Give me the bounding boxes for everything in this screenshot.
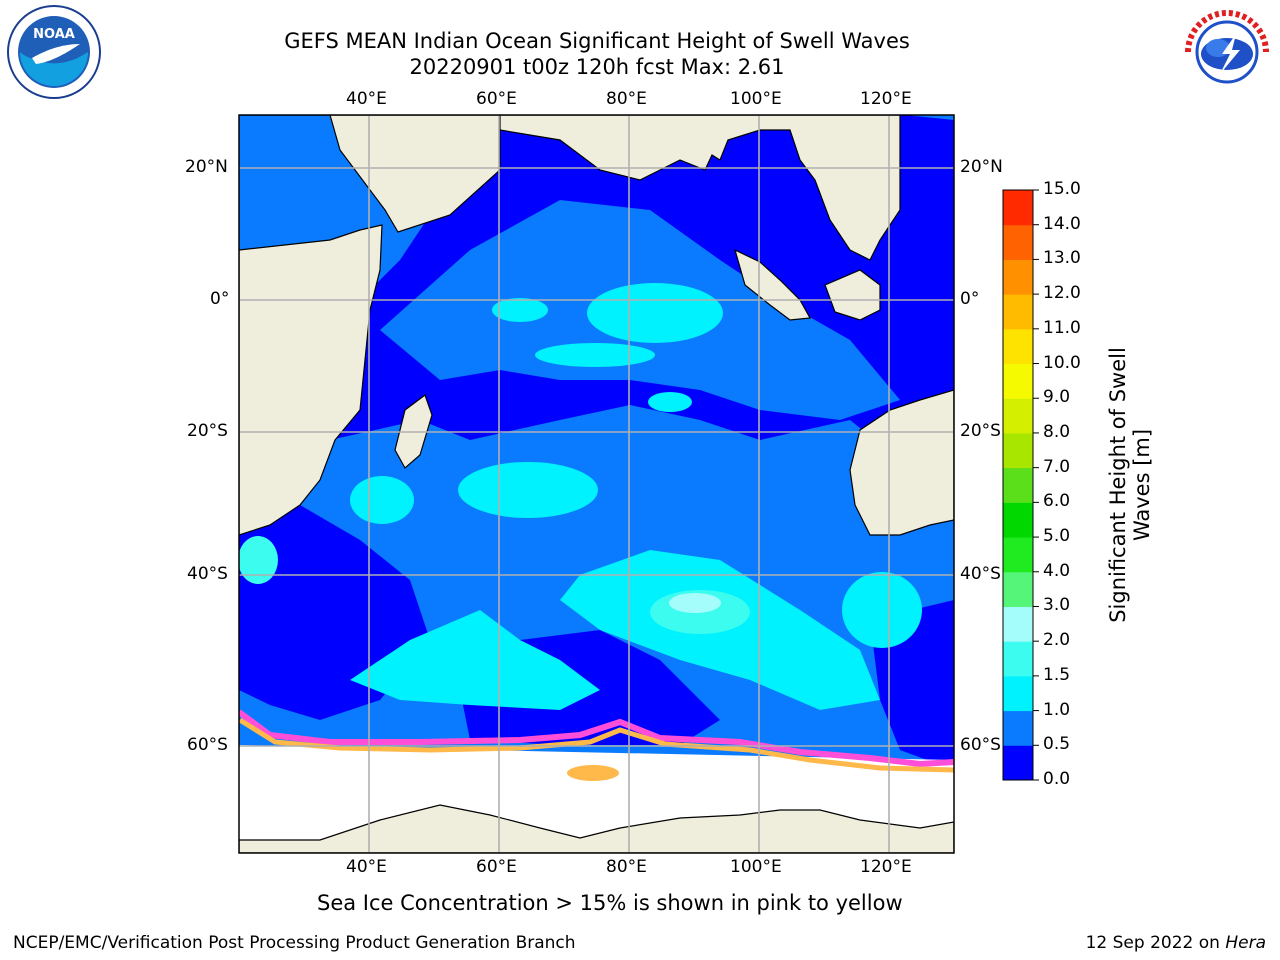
lon-tick-bottom-60e: 60°E (476, 857, 517, 877)
colorbar-frame (1002, 189, 1034, 781)
colorbar-tick-label: 1.5 (1043, 664, 1071, 685)
lat-tick-left-0: 0° (210, 289, 230, 309)
lon-tick-top-120e: 120°E (860, 89, 912, 109)
colorbar-swatch-3p0 (1003, 571, 1033, 607)
colorbar-tick-label: 0.0 (1043, 769, 1071, 789)
national-weather-service-logo (1178, 4, 1276, 100)
colorbar-tick-label: 1.0 (1043, 699, 1071, 720)
chart-subtitle: 20220901 t00z 120h fcst Max: 2.61 (409, 55, 785, 79)
lon-tick-top-80e: 80°E (606, 89, 647, 109)
swell-high-midlat-2 (350, 476, 414, 524)
lat-tick-right-40s: 40°S (960, 564, 1001, 584)
colorbar-tick-label: 11.0 (1043, 317, 1081, 338)
map-frame (238, 114, 955, 854)
colorbar-swatch-6p0 (1003, 467, 1033, 503)
noaa-logo-icon: NOAA (7, 5, 101, 99)
land-south-asia (499, 115, 901, 261)
colorbar-tick-label: 13.0 (1043, 248, 1081, 269)
colorbar-swatch-14p0 (1003, 190, 1033, 226)
colorbar-swatch-7p0 (1003, 432, 1033, 469)
colorbar-label-line2: Waves [m] (1130, 428, 1154, 542)
lat-tick-right-20n: 20°N (960, 157, 1003, 177)
colorbar-swatch-0p5 (1003, 710, 1033, 746)
lon-tick-top-60e: 60°E (476, 89, 517, 109)
colorbar-tick-label: 3.0 (1043, 595, 1071, 616)
footer-date: 12 Sep 2022 on Hera (1086, 933, 1266, 953)
colorbar-swatch-4p0 (1003, 537, 1033, 573)
colorbar-tick-label: 15.0 (1043, 179, 1081, 199)
graticule (239, 115, 954, 853)
colorbar-label: Significant Height of Swell Waves [m] (1106, 347, 1154, 623)
lat-tick-left-40s: 40°S (187, 564, 228, 584)
swell-high-southeast (842, 572, 922, 648)
swell-high-southwest (350, 610, 600, 710)
colorbar-tick-label: 7.0 (1043, 456, 1071, 477)
nws-logo-icon (1181, 6, 1273, 98)
lat-tick-right-20s: 20°S (960, 421, 1001, 441)
colorbar-tick-label: 4.0 (1043, 560, 1071, 581)
swell-high-west-edge (239, 536, 278, 584)
colorbar-tick-label: 5.0 (1043, 526, 1071, 547)
swell-high-patch-2 (535, 343, 655, 367)
footer-date-text: 12 Sep 2022 on (1085, 933, 1226, 953)
noaa-logo: NOAA (6, 4, 102, 100)
swell-high-patch-3 (648, 392, 692, 412)
colorbar-tick-label: 12.0 (1043, 283, 1081, 304)
lat-tick-left-20s: 20°S (187, 421, 228, 441)
map-area (239, 115, 954, 853)
colorbar-swatch-5p0 (1003, 502, 1033, 538)
colorbar-swatch-8p0 (1003, 398, 1033, 434)
colorbar-tick-label: 2.0 (1043, 630, 1071, 651)
colorbar-swatch-9p0 (1003, 363, 1033, 399)
swell-2p0-core (669, 593, 721, 613)
lon-tick-top-100e: 100°E (730, 89, 782, 109)
footer-host: Hera (1225, 933, 1266, 953)
colorbar (1003, 189, 1039, 781)
colorbar-tick-label: 6.0 (1043, 491, 1071, 512)
land-australia (849, 389, 954, 536)
colorbar-swatch-11p0 (1003, 294, 1033, 330)
svg-text:NOAA: NOAA (33, 27, 75, 42)
chart-title: GEFS MEAN Indian Ocean Significant Heigh… (284, 29, 910, 53)
lon-tick-bottom-120e: 120°E (860, 857, 912, 877)
colorbar-tick-label: 8.0 (1043, 421, 1071, 442)
colorbar-swatch-1p5 (1003, 641, 1033, 677)
colorbar-swatch-2p0 (1003, 606, 1033, 642)
lat-tick-right-60s: 60°S (960, 735, 1001, 755)
sea-ice-patch (567, 765, 619, 781)
lat-tick-left-60s: 60°S (187, 735, 228, 755)
lon-tick-bottom-80e: 80°E (606, 857, 647, 877)
colorbar-swatch-12p0 (1003, 259, 1033, 295)
colorbar-swatch-10p0 (1003, 328, 1033, 365)
colorbar-tick-label: 0.5 (1043, 734, 1071, 755)
colorbar-tick-label: 10.0 (1043, 352, 1081, 373)
sea-ice-edge-pink (239, 709, 954, 768)
sea-ice-note: Sea Ice Concentration > 15% is shown in … (317, 891, 903, 915)
colorbar-swatch-0p0 (1003, 745, 1033, 781)
colorbar-swatch-13p0 (1003, 224, 1033, 260)
footer-credit: NCEP/EMC/Verification Post Processing Pr… (13, 933, 576, 953)
land-antarctica (239, 804, 954, 853)
swell-high-patch-1 (492, 298, 548, 322)
lon-tick-bottom-100e: 100°E (730, 857, 782, 877)
sea-ice-edge-yellow (239, 717, 954, 773)
land-borneo (824, 269, 881, 321)
colorbar-swatch-1p0 (1003, 675, 1033, 712)
lon-tick-top-40e: 40°E (346, 89, 387, 109)
lat-tick-right-0: 0° (960, 289, 980, 309)
colorbar-tick-label: 14.0 (1043, 213, 1081, 234)
swell-high-equatorial (587, 283, 723, 343)
lat-tick-left-20n: 20°N (185, 157, 228, 177)
swell-high-midlat-1 (458, 462, 598, 518)
land-sumatra (734, 248, 811, 321)
land-africa (239, 224, 383, 536)
colorbar-label-line1: Significant Height of Swell (1106, 347, 1130, 623)
lon-tick-bottom-40e: 40°E (346, 857, 387, 877)
colorbar-tick-label: 9.0 (1043, 387, 1071, 408)
